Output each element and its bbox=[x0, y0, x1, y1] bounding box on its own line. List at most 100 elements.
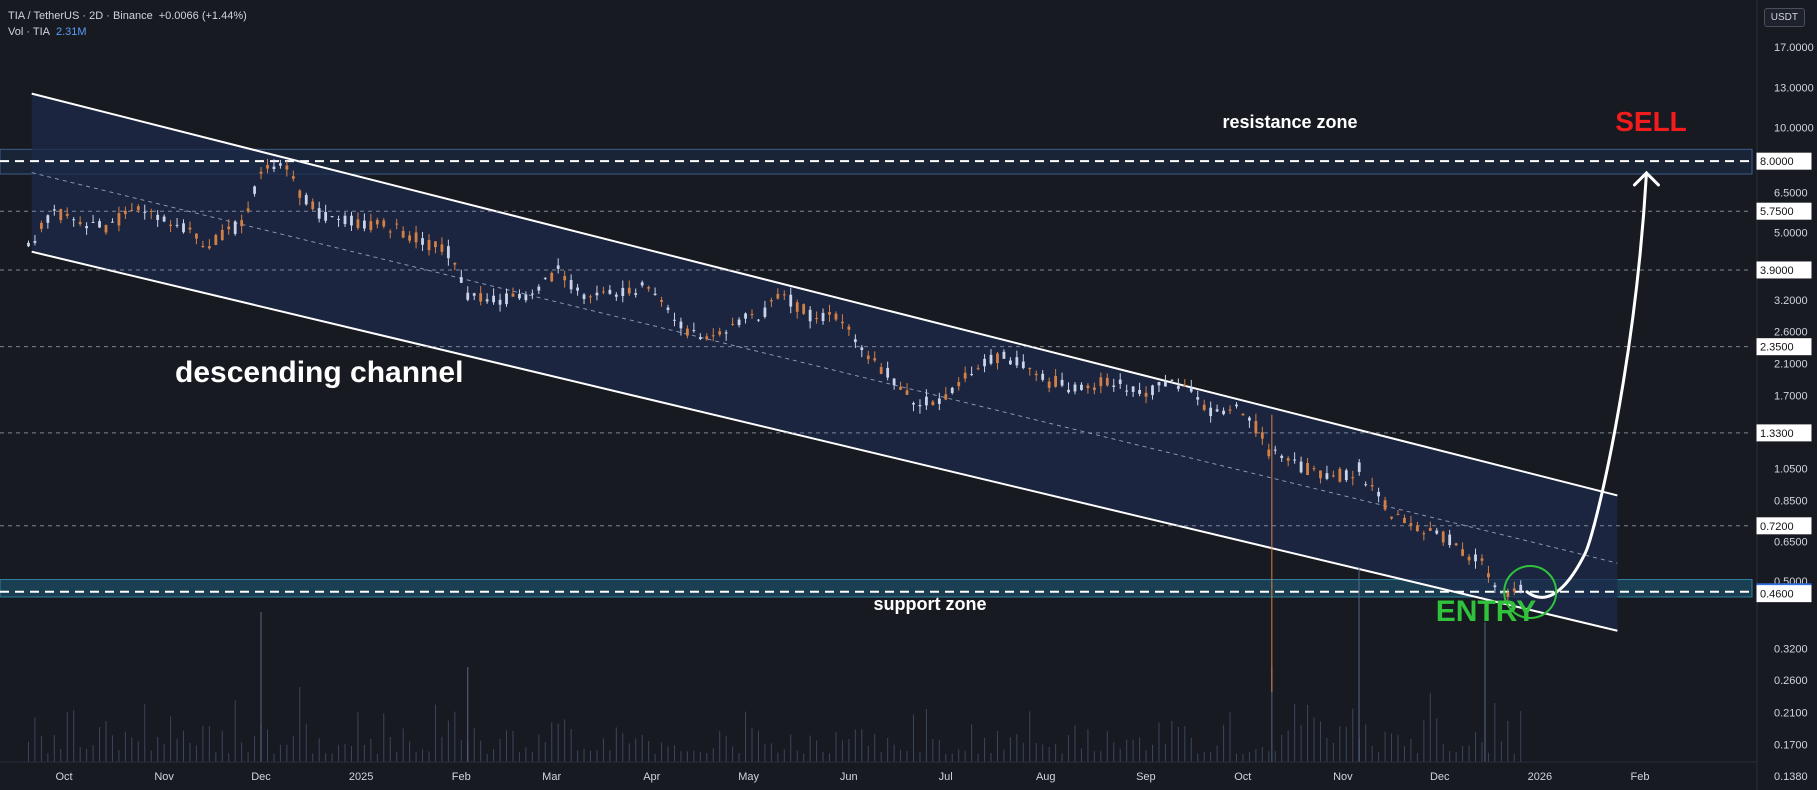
chart-header: TIA / TetherUS · 2D · Binance +0.0066 (+… bbox=[8, 8, 247, 40]
candle-body bbox=[1241, 413, 1245, 416]
candle-body bbox=[227, 226, 231, 230]
candle-body bbox=[970, 374, 974, 376]
candle-body bbox=[350, 215, 353, 226]
candle-body bbox=[1041, 373, 1045, 380]
candle-body bbox=[1196, 397, 1200, 400]
candle-body bbox=[602, 291, 605, 293]
channel-upper-line bbox=[31, 92, 1618, 497]
price-label-text: 0.4600 bbox=[1760, 589, 1794, 601]
candle-body bbox=[892, 378, 896, 386]
candle-body bbox=[737, 319, 741, 326]
candle-body bbox=[705, 336, 709, 340]
candle-body bbox=[724, 332, 728, 334]
candle-body bbox=[937, 398, 941, 404]
candle-body bbox=[1280, 455, 1284, 459]
candle-body bbox=[214, 235, 218, 245]
candle-body bbox=[1131, 386, 1135, 392]
candle-body bbox=[1092, 387, 1096, 391]
candle-body bbox=[291, 176, 295, 179]
resistance-label: resistance zone bbox=[1222, 112, 1357, 132]
candle-body bbox=[511, 293, 515, 297]
symbol-title[interactable]: TIA / TetherUS · 2D · Binance bbox=[8, 10, 153, 22]
projection-arrow bbox=[1525, 171, 1648, 599]
candle-body bbox=[1422, 533, 1426, 535]
candle-body bbox=[1170, 379, 1174, 381]
price-label-box bbox=[1756, 517, 1812, 535]
candle-body bbox=[59, 209, 63, 221]
price-tick-label: 3.2000 bbox=[1774, 295, 1808, 307]
candle-body bbox=[382, 220, 386, 227]
candle-body bbox=[1209, 407, 1213, 417]
channel-layer bbox=[31, 92, 1618, 632]
candle-body bbox=[569, 280, 573, 290]
candle-body bbox=[1435, 530, 1439, 534]
chart-text-layer: 17.0000 13.0000 10.0000 6.5000 5.0000 3.2000 2… bbox=[55, 42, 1813, 783]
price-tick-label: 0.6500 bbox=[1774, 536, 1808, 548]
candle-body bbox=[505, 293, 508, 305]
candle-body bbox=[660, 300, 663, 302]
candle-body bbox=[201, 245, 205, 247]
price-label-text: 8.0000 bbox=[1760, 156, 1794, 168]
candle-body bbox=[1319, 470, 1322, 479]
channel-lower-line bbox=[31, 250, 1618, 632]
candle-body bbox=[485, 299, 489, 302]
time-tick-label: Oct bbox=[55, 771, 72, 783]
candle-body bbox=[1512, 588, 1516, 592]
candle-body bbox=[950, 387, 954, 393]
candle-body bbox=[1189, 387, 1193, 392]
candle-body bbox=[1396, 514, 1400, 516]
candle-body bbox=[640, 282, 644, 286]
price-tick-label: 0.2100 bbox=[1774, 707, 1808, 719]
candle-body bbox=[356, 219, 360, 228]
candle-body bbox=[117, 213, 121, 226]
time-tick-label: 2026 bbox=[1528, 771, 1552, 783]
time-tick-label: Jul bbox=[939, 771, 953, 783]
price-tick-label: 1.7000 bbox=[1774, 391, 1808, 403]
candle-body bbox=[543, 277, 547, 279]
candle-body bbox=[1021, 361, 1025, 369]
candle-body bbox=[149, 210, 153, 212]
candle-body bbox=[563, 276, 567, 281]
candle-body bbox=[52, 209, 56, 211]
time-tick-label: Jun bbox=[840, 771, 858, 783]
candle-body bbox=[653, 293, 657, 296]
candle-body bbox=[1273, 449, 1277, 451]
candle-body bbox=[692, 330, 696, 332]
candle-body bbox=[1099, 377, 1103, 387]
candle-body bbox=[466, 292, 470, 300]
candle-body bbox=[989, 354, 993, 364]
candle-body bbox=[802, 304, 806, 314]
candle-body bbox=[1260, 432, 1264, 439]
price-label-text: 0.7200 bbox=[1760, 521, 1794, 533]
candle-body bbox=[1047, 381, 1051, 388]
price-tick-label: 1.0500 bbox=[1774, 464, 1808, 476]
candle-body bbox=[789, 294, 793, 307]
candle-body bbox=[1344, 470, 1348, 481]
currency-button[interactable]: USDT bbox=[1763, 8, 1805, 27]
candle-body bbox=[130, 209, 134, 211]
candle-body bbox=[304, 195, 308, 205]
price-label-text: 2.3500 bbox=[1760, 342, 1794, 354]
candle-body bbox=[1254, 421, 1258, 434]
time-tick-label: Feb bbox=[452, 771, 471, 783]
time-tick-label: Dec bbox=[1430, 771, 1450, 783]
candle-body bbox=[1286, 458, 1290, 461]
candle-body bbox=[685, 328, 689, 336]
entry-label: ENTRY bbox=[1436, 595, 1537, 628]
price-tick-label: 10.0000 bbox=[1774, 122, 1814, 134]
candle-body bbox=[899, 386, 902, 390]
time-tick-label: 2025 bbox=[349, 771, 373, 783]
price-label-box bbox=[1756, 202, 1812, 220]
price-label-text: 1.3300 bbox=[1760, 428, 1794, 440]
candle-body bbox=[537, 286, 541, 291]
candle-body bbox=[233, 221, 237, 234]
arrow-head bbox=[1632, 170, 1660, 187]
candle-body bbox=[246, 208, 250, 212]
price-tick-label: 0.8500 bbox=[1774, 496, 1808, 508]
candle-body bbox=[582, 294, 586, 299]
candle-body bbox=[91, 222, 95, 224]
candle-body bbox=[182, 223, 185, 233]
candle-body bbox=[795, 302, 799, 312]
